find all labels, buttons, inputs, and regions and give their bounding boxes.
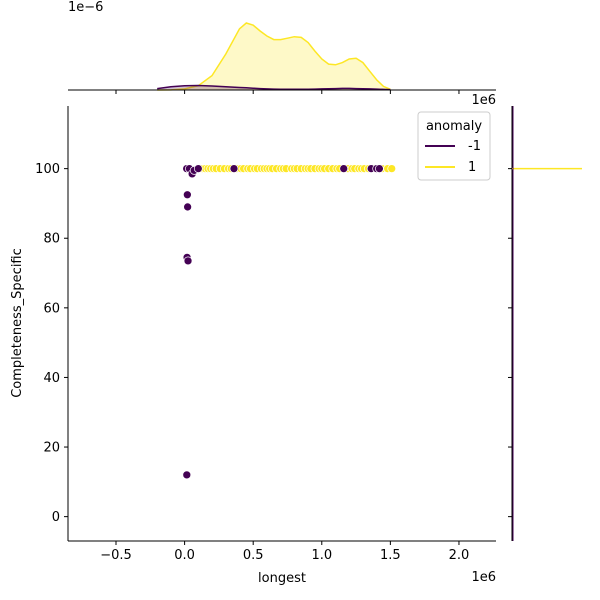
- data-point-anomaly: [183, 256, 193, 266]
- x-offset-label: 1e6: [471, 570, 496, 585]
- x-tick-label: 0.5: [243, 548, 264, 563]
- density-fill-normal: [157, 23, 391, 90]
- y-tick-label: 100: [35, 162, 60, 177]
- data-point-anomaly: [183, 202, 192, 212]
- top-margin-offset-label: 1e−6: [68, 0, 103, 15]
- x-tick-label: 2.0: [449, 548, 470, 563]
- main-scatter-axes: −0.5 0.0 0.5 1.0 1.5 2.0 0 20 40 60 80 100 longest…: [10, 106, 496, 586]
- data-point-anomaly: [375, 164, 384, 173]
- legend: anomaly -1 1: [417, 111, 491, 181]
- y-tick-label: 0: [52, 510, 60, 525]
- top-marginal-density: 1e−6 1e6: [68, 0, 496, 108]
- data-point-anomaly: [182, 190, 192, 200]
- x-tick-label: −0.5: [100, 548, 132, 563]
- x-axis-label: longest: [258, 571, 306, 586]
- data-point-anomaly: [229, 164, 239, 173]
- y-tick-label: 20: [43, 441, 60, 456]
- density-line-normal: [157, 22, 391, 91]
- legend-entry-label: -1: [468, 139, 481, 154]
- x-tick-label: 1.0: [311, 548, 332, 563]
- data-point-anomaly: [339, 164, 349, 173]
- data-point-anomaly: [182, 470, 192, 480]
- x-tick-label: 0.0: [174, 548, 195, 563]
- y-tick-label: 80: [43, 232, 60, 247]
- data-point-anomaly: [193, 164, 203, 173]
- right-marginal-density: [508, 106, 582, 541]
- density-line-anomaly: [157, 84, 391, 91]
- y-tick-label: 40: [43, 371, 60, 386]
- top-margin-x-offset-label: 1e6: [471, 93, 496, 108]
- x-tick-label: 1.5: [380, 548, 401, 563]
- legend-entry-label: 1: [468, 160, 476, 175]
- y-tick-label: 60: [43, 301, 60, 316]
- y-axis-label: Completeness_Specific: [10, 248, 25, 398]
- data-point-normal: [387, 164, 397, 173]
- legend-title: anomaly: [426, 119, 482, 134]
